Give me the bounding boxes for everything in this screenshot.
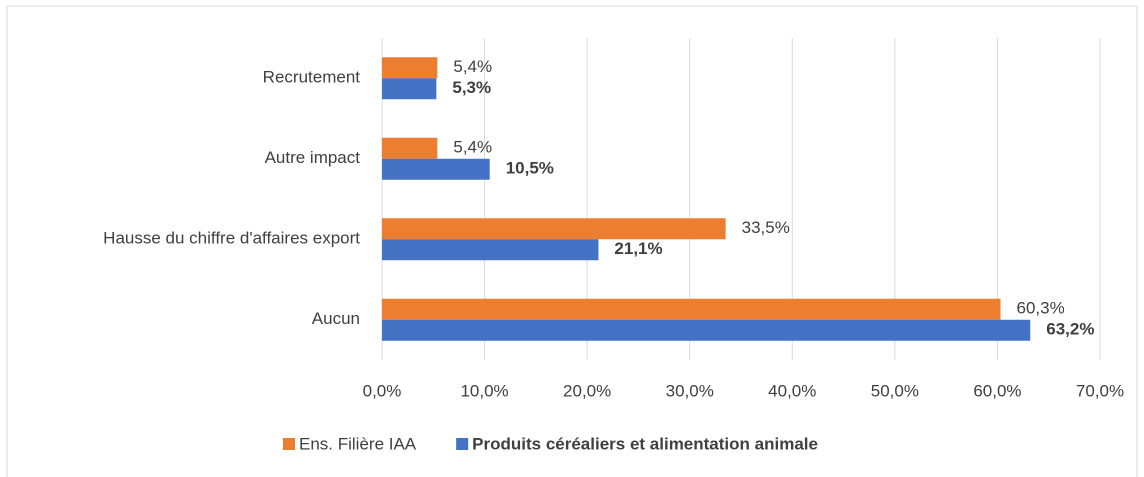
bar — [382, 298, 1001, 320]
x-tick-label: 10,0% — [460, 381, 508, 400]
x-tick-label: 70,0% — [1076, 381, 1124, 400]
data-label: 5,3% — [452, 78, 491, 97]
chart-border — [6, 5, 1138, 477]
x-tick-label: 60,0% — [973, 381, 1021, 400]
legend-label: Produits céréaliers et alimentation anim… — [472, 434, 818, 453]
x-tick-label: 30,0% — [666, 381, 714, 400]
data-label: 10,5% — [506, 159, 554, 178]
data-label: 5,4% — [453, 57, 492, 76]
bar — [382, 239, 599, 261]
bar — [382, 319, 1031, 341]
legend-label: Ens. Filière IAA — [299, 434, 417, 453]
x-tick-label: 50,0% — [871, 381, 919, 400]
x-tick-label: 0,0% — [363, 381, 402, 400]
data-label: 21,1% — [614, 239, 662, 258]
x-tick-label: 20,0% — [563, 381, 611, 400]
y-tick-label: Recrutement — [263, 68, 361, 87]
legend-swatch — [456, 438, 469, 450]
bar — [382, 158, 490, 180]
bar — [382, 78, 437, 100]
y-tick-label: Autre impact — [265, 148, 361, 167]
x-tick-label: 40,0% — [768, 381, 816, 400]
y-tick-label: Hausse du chiffre d'affaires export — [103, 229, 360, 248]
data-label: 5,4% — [453, 138, 492, 157]
bar — [382, 137, 438, 159]
data-label: 33,5% — [742, 218, 790, 237]
data-label: 63,2% — [1046, 320, 1094, 339]
data-label: 60,3% — [1017, 299, 1065, 318]
bar — [382, 57, 438, 79]
bar — [382, 218, 726, 240]
y-tick-label: Aucun — [312, 309, 360, 328]
legend-swatch — [283, 438, 295, 450]
